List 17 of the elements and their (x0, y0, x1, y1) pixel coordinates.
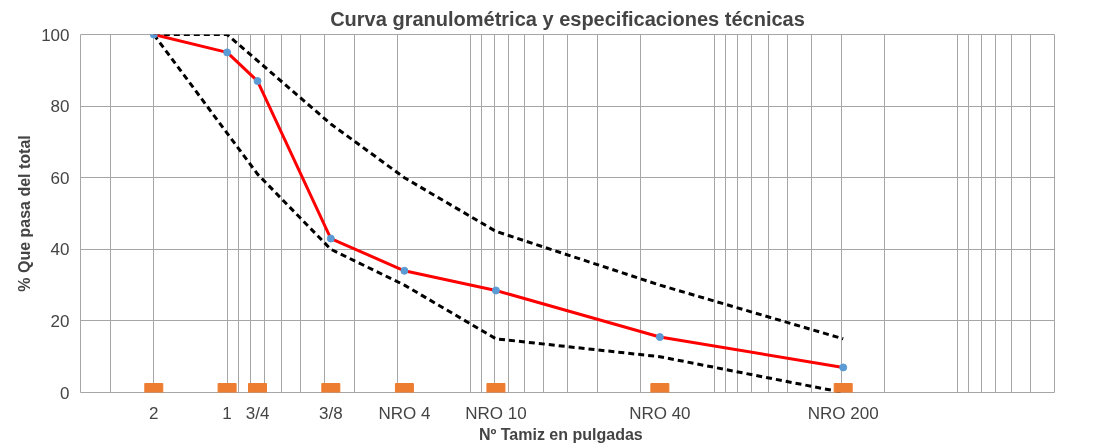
x-tick-label: NRO 10 (465, 403, 527, 423)
x-axis-title: Nº Tamiz en pulgadas (478, 425, 643, 443)
x-tick-label: NRO 40 (629, 403, 691, 423)
y-tick-label: 80 (50, 97, 70, 117)
y-tick-label: 60 (50, 168, 70, 188)
y-axis-title: % Que pasa del total (16, 135, 34, 292)
x-tick-label: 2 (149, 403, 159, 423)
y-tick-label: 40 (50, 240, 70, 260)
x-tick-label: NRO 200 (807, 403, 879, 423)
chart-title: Curva granulométrica y especificaciones técnicas (330, 7, 805, 30)
x-tick-label: NRO 4 (378, 403, 431, 423)
x-tick-label: 1 (222, 403, 232, 423)
y-tick-label: 20 (50, 311, 70, 331)
y-tick-label: 0 (60, 383, 70, 403)
y-tick-label: 100 (41, 25, 70, 45)
x-tick-label: 3/8 (319, 403, 343, 423)
x-tick-label: 3/4 (245, 403, 270, 423)
